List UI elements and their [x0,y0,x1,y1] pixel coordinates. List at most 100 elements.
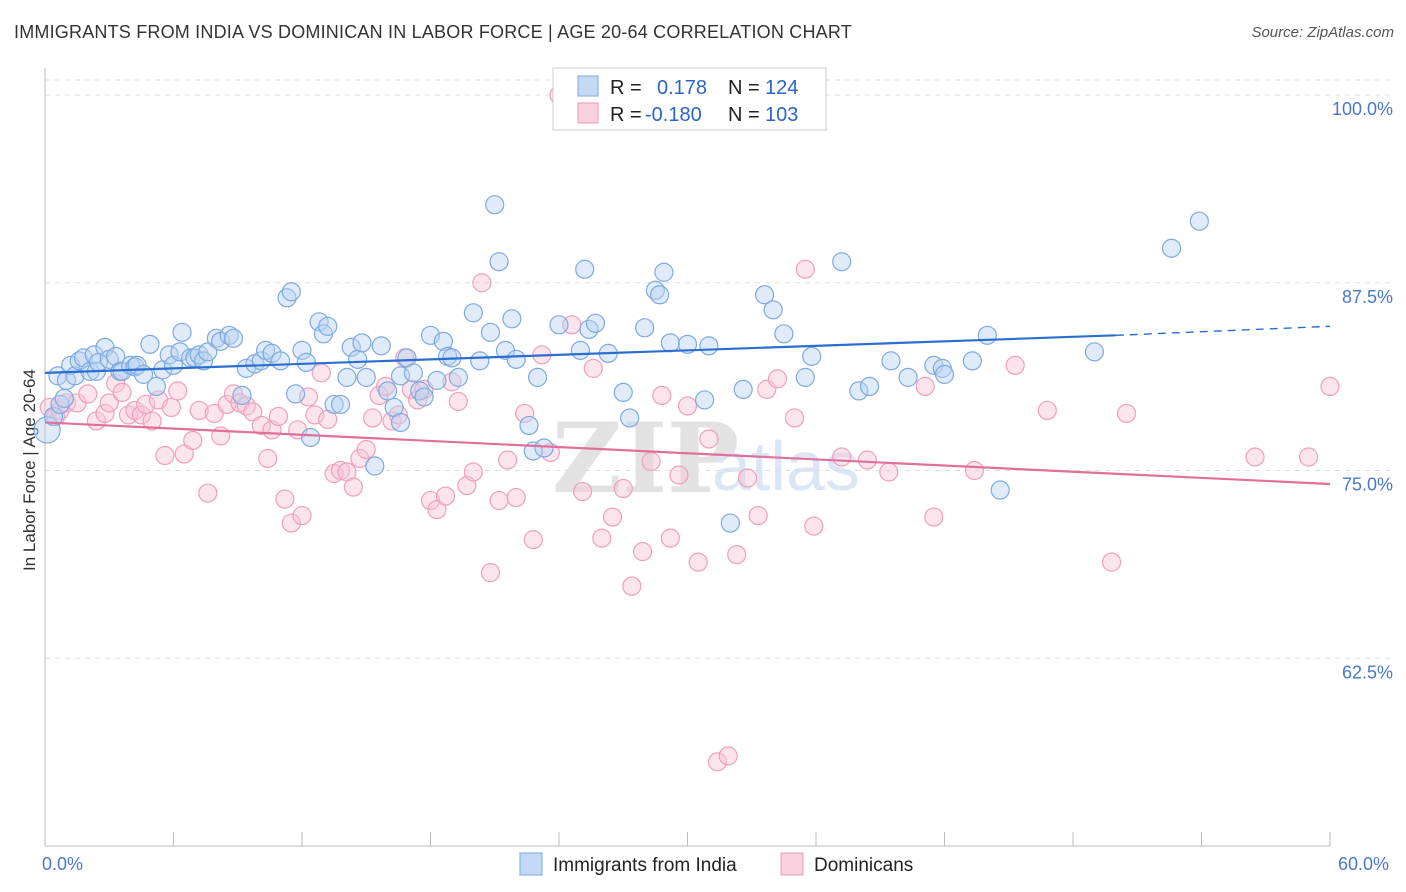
data-point [549,315,569,335]
data-point [251,415,271,436]
data-point [378,381,398,401]
data-point [660,528,680,548]
data-point [1037,400,1057,421]
data-point [699,336,719,356]
data-point [748,505,768,526]
data-point [281,513,301,533]
data-point [365,456,385,476]
data-point [318,316,338,336]
data-point [613,478,633,499]
data-point [506,349,526,369]
data-point [1298,447,1319,467]
data-point [795,259,815,279]
data-point [859,376,880,396]
data-point [583,358,603,378]
data-point [198,483,218,503]
legend-n-label-india: N = [728,77,760,99]
data-point [620,408,640,428]
data-point [341,337,361,357]
data-point [223,328,244,348]
data-point [270,351,291,371]
data-point [613,382,633,403]
data-point [281,282,301,302]
data-point [879,462,899,482]
y-tick-label: 62.5% [1342,662,1393,682]
data-point [1116,403,1137,424]
data-point [1245,447,1265,467]
data-point [243,402,263,422]
data-point [435,486,456,506]
data-point [515,403,535,424]
data-point [43,406,64,427]
data-point [433,331,453,351]
y-tick-label: 87.5% [1342,287,1393,307]
data-point [356,439,376,460]
data-point [414,387,434,407]
data-point [142,411,162,431]
data-point [348,349,368,369]
trend-line-dominican [44,421,1331,486]
data-point [292,505,312,526]
data-point [733,379,753,400]
data-point [720,513,740,533]
data-point [784,408,805,428]
data-point [915,376,935,396]
data-point [485,195,505,215]
data-point [309,312,329,332]
data-point [448,391,468,412]
data-point [480,563,501,583]
data-point [285,384,306,404]
data-point [575,259,595,279]
data-point [363,408,383,428]
data-point [498,450,518,470]
data-point [174,444,194,464]
data-point [95,403,115,424]
trend-line-india [44,334,1116,374]
x-axis-ticks [44,832,1331,846]
data-point [463,303,483,323]
legend-r-value-dominican: -0.180 [645,104,702,126]
legend-bottom-label-dominican: Dominicans [814,855,913,876]
data-point [343,477,363,497]
data-point [1189,211,1209,231]
data-point [330,460,351,481]
legend-r-value-india: 0.178 [657,77,707,99]
data-point [767,369,788,389]
data-point [193,351,214,371]
data-point [140,334,160,354]
data-point [977,325,997,345]
data-point [356,367,376,387]
legend-r-label-dominican: R = [610,104,642,126]
data-point [669,465,689,485]
data-point [337,367,357,387]
data-point [198,342,218,362]
legend-bottom-swatch-india [519,852,543,876]
source-label: Source: ZipAtlas.com [1251,24,1394,41]
x-tick-label-min: 0.0% [42,854,83,874]
data-point [774,324,794,344]
data-point [592,528,612,548]
data-point [472,273,492,293]
data-point [112,382,132,403]
x-tick-label-max: 60.0% [1338,854,1389,874]
legend-n-value-india: 124 [765,77,798,99]
legend-n-label-dominican: N = [728,104,760,126]
data-point [324,394,344,415]
data-point [572,481,593,502]
legend-n-value-dominican: 103 [765,104,798,126]
data-point [585,313,606,333]
data-point [1005,355,1025,375]
legend-swatch-dominican [577,102,599,124]
data-point [795,367,815,387]
data-point [570,340,591,360]
legend-bottom: Immigrants from India Dominicans [519,852,913,876]
data-point [1161,238,1182,258]
legend-bottom-label-india: Immigrants from India [553,855,737,876]
data-point [990,480,1010,500]
data-point [275,489,295,509]
trend-lines [44,325,1331,486]
data-point [635,318,655,338]
data-point [448,367,468,387]
data-point [427,370,447,390]
